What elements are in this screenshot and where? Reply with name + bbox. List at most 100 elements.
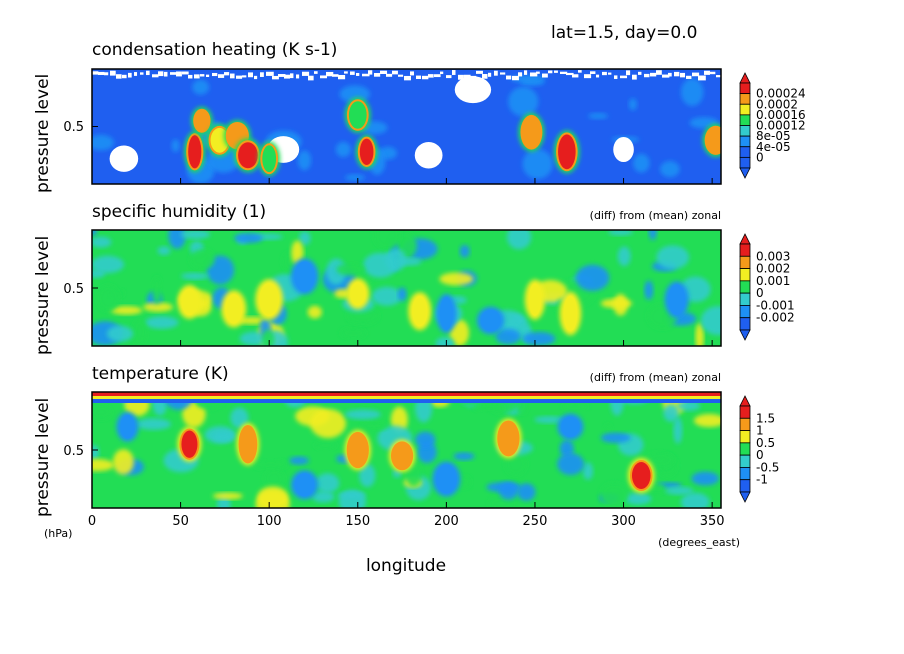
- contour-blob: [676, 400, 701, 411]
- contour-blob: [680, 78, 704, 107]
- contour-blob: [92, 255, 125, 274]
- blank-area: [596, 74, 600, 78]
- contour-blob: [608, 230, 633, 236]
- contour-blob: [253, 459, 288, 470]
- blank-area: [236, 75, 243, 79]
- blank-area: [338, 74, 346, 80]
- contour-blob: [660, 160, 680, 178]
- blank-area: [602, 71, 607, 76]
- x-tick-label: 300: [611, 514, 636, 529]
- panel-temperature: temperature (K) (diff) from (mean) zonal…: [33, 364, 779, 576]
- blank-area: [536, 71, 540, 74]
- blank-area: [128, 72, 132, 78]
- colorbar-segment: [739, 317, 751, 331]
- contour-blob: [180, 230, 211, 239]
- x-tick-label: 0: [88, 514, 96, 529]
- blank-area: [110, 70, 116, 76]
- contour-blob: [106, 325, 134, 342]
- blank-area: [188, 74, 193, 79]
- colorbar-segment: [739, 280, 751, 294]
- panel-specific-humidity: specific humidity (1) (diff) from (mean)…: [33, 202, 795, 355]
- panel-title: temperature (K): [92, 364, 229, 384]
- colorbar-label: 1: [756, 424, 764, 438]
- contour-blob: [582, 462, 594, 480]
- blank-area: [662, 74, 670, 78]
- y-unit-label: (hPa): [44, 527, 72, 540]
- blank-area: [116, 74, 122, 79]
- blank-area: [638, 71, 642, 75]
- contour-blob: [561, 403, 589, 411]
- blank-area: [512, 75, 519, 81]
- contour-blob: [315, 473, 340, 493]
- contour-blob: [517, 483, 536, 501]
- x-tick-label: 350: [700, 514, 725, 529]
- heatmap-field: [92, 230, 721, 346]
- contour-blob: [371, 286, 402, 306]
- blank-area: [410, 71, 414, 76]
- colorbar-label: 0.00012: [756, 119, 806, 133]
- blank-area: [140, 72, 144, 75]
- blank-area: [356, 72, 360, 76]
- x-tick-label: 250: [523, 514, 548, 529]
- blank-area: [380, 70, 388, 75]
- blank-area: [494, 70, 498, 76]
- blank-area: [698, 75, 706, 81]
- panel-condensation-heating: condensation heating (K s-1) pressure le…: [33, 40, 806, 193]
- colorbar-segment: [739, 114, 751, 126]
- blank-area: [668, 72, 672, 77]
- contour-blob: [335, 141, 351, 158]
- contour-blob: [495, 328, 521, 345]
- blank-area: [632, 74, 637, 80]
- contour-blob: [695, 322, 704, 346]
- colorbar-segment: [739, 417, 751, 431]
- colorbar-segment: [739, 103, 751, 116]
- colorbar-label: 0: [756, 150, 764, 164]
- contour-blob: [559, 440, 574, 458]
- blank-area: [440, 71, 444, 75]
- colorbar-arrow: [739, 329, 751, 341]
- y-tick-label: 0.5: [63, 120, 84, 135]
- colorbar-label: -1: [756, 473, 768, 487]
- hotspot: [294, 261, 315, 292]
- blank-area: [278, 74, 286, 77]
- colorbar-segment: [739, 479, 751, 493]
- blank-area: [254, 75, 258, 80]
- colorbar-segment: [739, 268, 751, 282]
- contour-blob: [92, 444, 99, 460]
- blank-area: [680, 72, 686, 78]
- contour-blob: [334, 288, 351, 299]
- colorbar-label: 0.0002: [756, 97, 798, 111]
- colorbar-segment: [739, 292, 751, 306]
- blank-area: [414, 142, 443, 169]
- contour-blob: [459, 244, 470, 258]
- blank-area: [650, 72, 657, 77]
- colorbar-label: 0.5: [756, 436, 775, 450]
- contour-blob: [360, 421, 388, 431]
- blank-area: [164, 71, 168, 77]
- blank-area: [248, 72, 253, 78]
- blank-area: [542, 73, 548, 78]
- contour-blob: [92, 458, 115, 472]
- colorbar-segment: [739, 125, 751, 137]
- blank-area: [314, 71, 318, 74]
- blank-area: [212, 72, 218, 77]
- contour-blob: [230, 407, 249, 429]
- hotspot: [499, 422, 518, 455]
- contour-blob: [617, 246, 631, 267]
- blank-area: [224, 72, 230, 76]
- contour-blob: [143, 302, 174, 312]
- blank-area: [686, 75, 692, 79]
- y-axis-label: pressure level: [33, 236, 53, 355]
- hotspot: [295, 473, 315, 497]
- blank-area: [92, 71, 99, 75]
- contour-blob: [680, 492, 710, 508]
- hotspot: [359, 138, 374, 165]
- colorbar-segment: [739, 454, 751, 468]
- colorbar-label: 0.003: [756, 249, 790, 263]
- hotspot: [238, 142, 258, 169]
- contour-blob: [136, 418, 172, 430]
- contour-blob: [534, 416, 565, 424]
- blank-area: [398, 74, 404, 77]
- colorbar-label: 0.002: [756, 262, 790, 276]
